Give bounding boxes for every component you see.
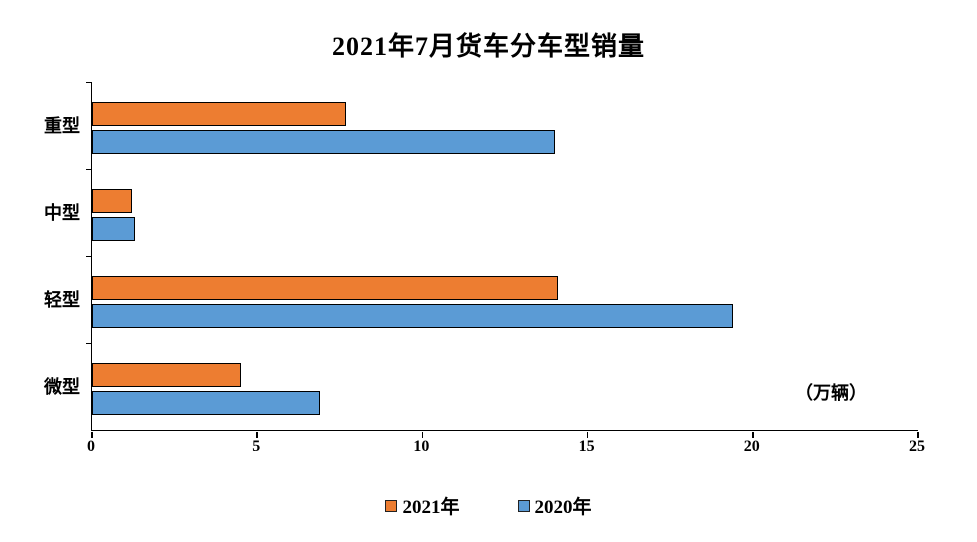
x-axis-tick-mark — [917, 432, 919, 438]
legend-label: 2020年 — [534, 497, 592, 518]
legend-swatch-icon — [385, 499, 398, 512]
x-axis-tick-mark — [421, 432, 424, 438]
bar-2020年-中型 — [92, 216, 135, 241]
x-axis-tick-mark — [91, 432, 93, 438]
y-axis-tick-mark — [86, 168, 92, 170]
bar-2021年-轻型 — [92, 275, 558, 300]
plot-area — [86, 81, 919, 438]
y-category-label-轻型: 轻型 — [44, 289, 80, 310]
x-axis-tick-mark — [586, 432, 589, 438]
legend-label: 2021年 — [402, 497, 460, 518]
bar-2021年-重型 — [92, 101, 347, 126]
y-axis-tick-mark — [86, 255, 92, 257]
y-axis-category-labels: 重型 中型 轻型 微型 — [0, 82, 85, 430]
chart-legend: 2021年 2020年 — [0, 492, 977, 519]
y-axis-tick-mark — [86, 342, 92, 344]
bar-2021年-中型 — [92, 188, 132, 213]
y-category-label-中型: 中型 — [44, 202, 80, 223]
y-category-label-重型: 重型 — [44, 115, 80, 136]
chart-title: 2021年7月货车分车型销量 — [331, 32, 645, 61]
legend-swatch-icon — [517, 499, 530, 512]
axis-unit-label: （万辆） — [795, 383, 867, 403]
x-tick-label-5: 5 — [252, 438, 261, 455]
bar-2020年-轻型 — [92, 303, 733, 328]
bar-2020年-重型 — [92, 129, 555, 154]
x-axis-tick-mark — [752, 432, 754, 438]
x-tick-label-10: 10 — [413, 438, 430, 455]
bar-2020年-微型 — [92, 390, 320, 415]
x-axis-tick-labels: 0 5 10 15 20 25 — [87, 438, 925, 462]
x-tick-label-25: 25 — [909, 438, 925, 455]
x-tick-label-20: 20 — [743, 438, 760, 455]
x-tick-label-0: 0 — [87, 438, 95, 455]
y-category-label-微型: 微型 — [44, 376, 80, 397]
bar-2021年-微型 — [92, 362, 241, 387]
y-axis-tick-mark — [86, 81, 92, 83]
x-axis-tick-mark — [256, 432, 258, 438]
legend-item-2020年: 2020年 — [517, 492, 592, 519]
x-tick-label-15: 15 — [578, 438, 595, 455]
legend-item-2021年: 2021年 — [385, 492, 460, 519]
